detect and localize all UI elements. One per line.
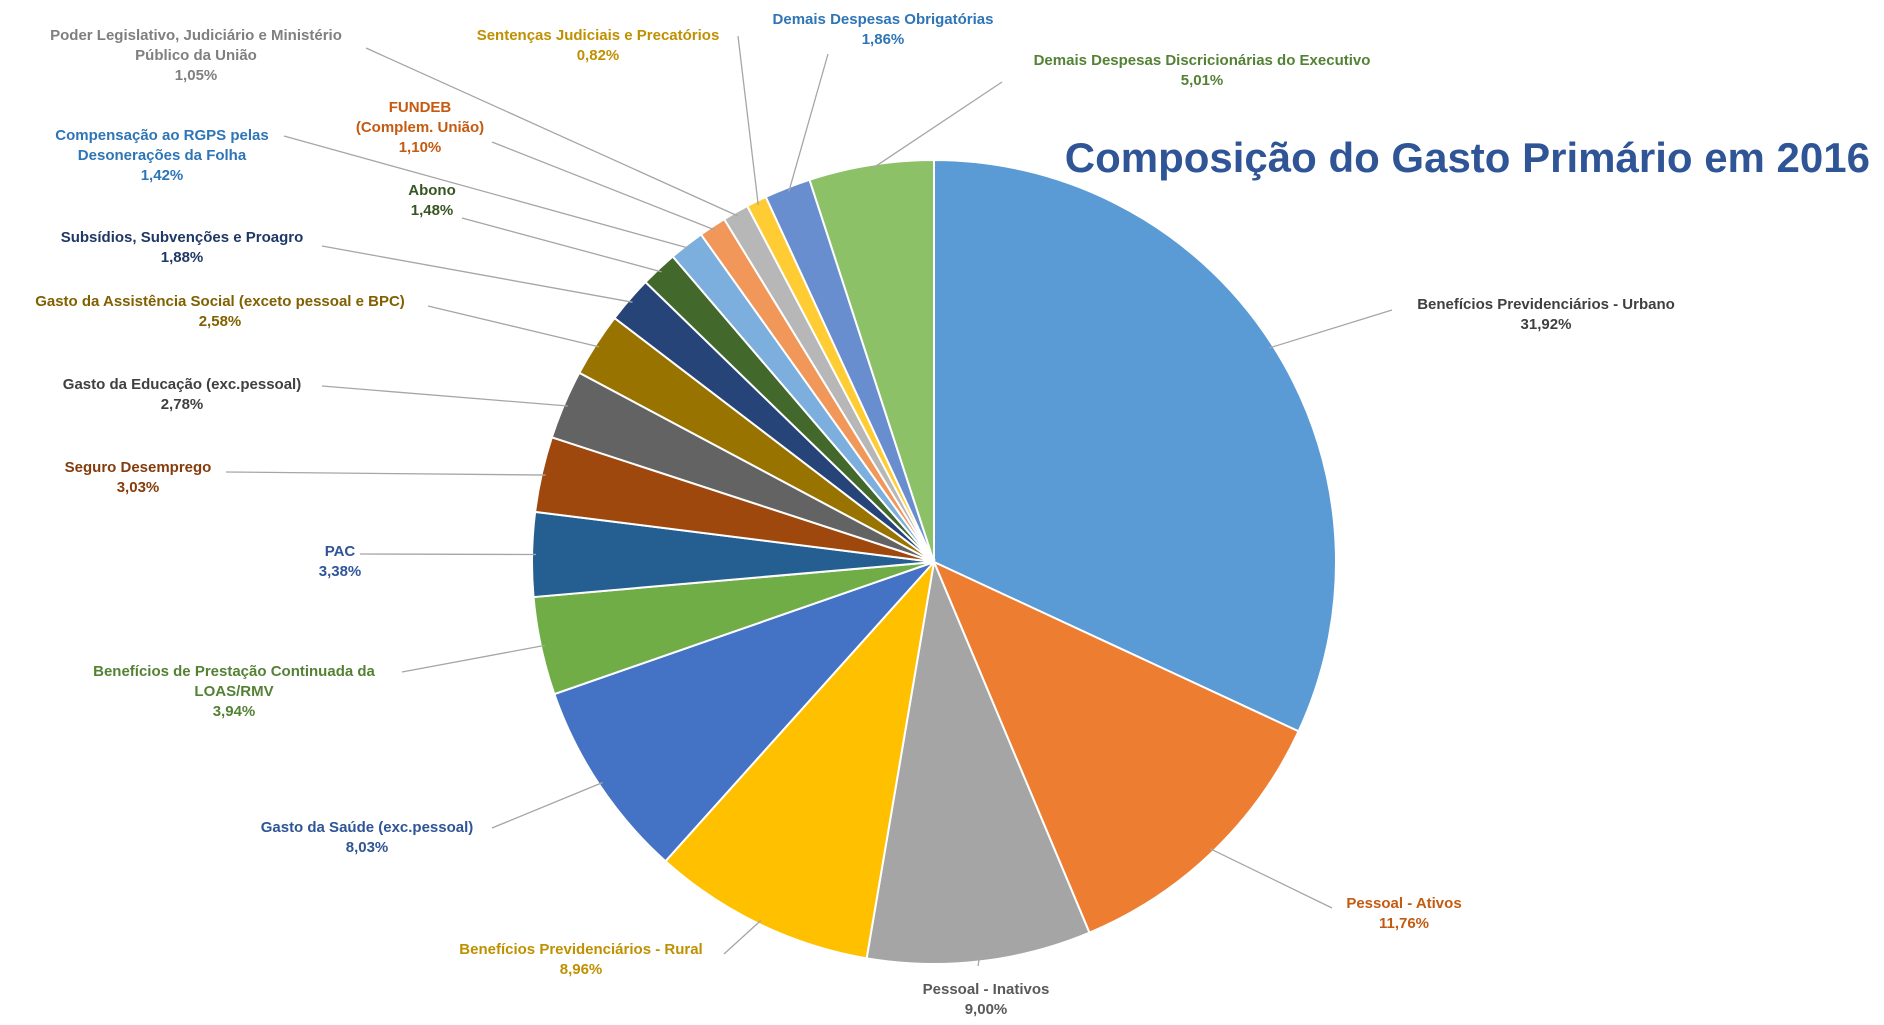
slice-value: 0,82% xyxy=(576,47,620,64)
slice-value: 8,03% xyxy=(345,839,389,856)
slice-value: 3,38% xyxy=(318,563,362,580)
leader-line xyxy=(491,141,715,231)
leader-line xyxy=(737,35,759,205)
slice-label: Abono 1,48% xyxy=(408,181,455,221)
slice-name: Compensação ao RGPS pelas Desonerações d… xyxy=(55,127,269,164)
slice-name: Seguro Desemprego xyxy=(64,459,212,476)
slice-name: Gasto da Educação (exc.pessoal) xyxy=(62,376,302,393)
slice-label: Benefícios de Prestação Continuada da LO… xyxy=(93,662,375,722)
pie-slice xyxy=(664,558,936,960)
pie-slice xyxy=(865,558,1091,965)
slice-label: PAC 3,38% xyxy=(319,542,362,582)
leader-line xyxy=(788,53,829,192)
leader-line xyxy=(225,471,546,476)
slice-name: Subsídios, Subvenções e Proagro xyxy=(60,229,304,246)
leader-line xyxy=(1209,848,1333,909)
pie-slice xyxy=(553,561,935,863)
slice-name: Gasto da Assistência Social (exceto pess… xyxy=(35,293,405,310)
pie-slice xyxy=(808,158,935,563)
leader-line xyxy=(977,957,981,967)
slice-name: Demais Despesas Obrigatórias xyxy=(772,11,994,28)
slice-label: Compensação ao RGPS pelas Desonerações d… xyxy=(55,126,268,186)
slice-value: 5,01% xyxy=(1180,72,1224,89)
slice-value: 11,76% xyxy=(1378,915,1430,932)
slice-label: Pessoal - Inativos 9,00% xyxy=(923,980,1050,1020)
slice-name: Sentenças Judiciais e Precatórios xyxy=(476,27,720,44)
leader-line xyxy=(321,385,568,407)
slice-value: 1,05% xyxy=(174,67,218,84)
slice-name: Pessoal - Inativos xyxy=(922,981,1050,998)
leader-line xyxy=(283,135,690,249)
slice-name: Poder Legislativo, Judiciário e Ministér… xyxy=(50,27,342,64)
slice-name: Benefícios Previdenciários - Urbano xyxy=(1417,296,1675,313)
leader-line xyxy=(365,47,738,217)
slice-label: Poder Legislativo, Judiciário e Ministér… xyxy=(50,26,342,86)
slice-label: Gasto da Saúde (exc.pessoal) 8,03% xyxy=(261,818,474,858)
slice-label: Gasto da Assistência Social (exceto pess… xyxy=(35,292,405,332)
slice-name: PAC xyxy=(324,543,356,560)
slice-value: 1,10% xyxy=(398,139,442,156)
leader-line xyxy=(461,217,662,273)
slice-name: Pessoal - Ativos xyxy=(1346,895,1462,912)
slice-value: 1,88% xyxy=(160,249,204,266)
slice-value: 1,42% xyxy=(140,167,184,184)
slice-value: 2,78% xyxy=(160,396,204,413)
slice-label: Subsídios, Subvenções e Proagro 1,88% xyxy=(61,228,304,268)
slice-name: Benefícios de Prestação Continuada da LO… xyxy=(93,663,375,700)
leader-line xyxy=(1269,309,1393,349)
slice-value: 1,48% xyxy=(410,202,454,219)
slice-value: 8,96% xyxy=(559,961,603,978)
slice-name: Abono xyxy=(408,182,456,199)
slice-label: Demais Despesas Obrigatórias 1,86% xyxy=(773,10,994,50)
chart-title: Composição do Gasto Primário em 2016 xyxy=(1064,134,1870,181)
slice-label: FUNDEB (Complem. União) 1,10% xyxy=(356,98,484,158)
slice-value: 2,58% xyxy=(198,313,242,330)
pie-slice xyxy=(933,158,1337,733)
leader-line xyxy=(723,919,762,955)
slice-name: Gasto da Saúde (exc.pessoal) xyxy=(260,819,474,836)
leader-line xyxy=(321,245,633,303)
slice-label: Gasto da Educação (exc.pessoal) 2,78% xyxy=(63,375,301,415)
slice-value: 31,92% xyxy=(1520,316,1572,333)
leader-line xyxy=(491,781,603,829)
leader-line xyxy=(427,305,600,348)
pie-slice xyxy=(932,560,1300,935)
leader-line xyxy=(401,644,545,673)
slice-label: Benefícios Previdenciários - Rural 8,96% xyxy=(459,940,702,980)
slice-label: Pessoal - Ativos 11,76% xyxy=(1346,894,1461,934)
slice-value: 3,94% xyxy=(212,703,256,720)
slice-label: Seguro Desemprego 3,03% xyxy=(65,458,212,498)
slice-name: Demais Despesas Discricionárias do Execu… xyxy=(1033,52,1371,69)
slice-label: Benefícios Previdenciários - Urbano 31,92… xyxy=(1417,295,1675,335)
slice-value: 1,86% xyxy=(861,31,905,48)
slice-name: FUNDEB (Complem. União) xyxy=(355,99,485,136)
slice-label: Sentenças Judiciais e Precatórios 0,82% xyxy=(477,26,720,66)
slice-label: Demais Despesas Discricionárias do Execu… xyxy=(1034,51,1371,91)
slice-value: 9,00% xyxy=(964,1001,1008,1018)
leader-line xyxy=(871,81,1003,170)
slice-name: Benefícios Previdenciários - Rural xyxy=(459,941,703,958)
slice-value: 3,03% xyxy=(116,479,160,496)
